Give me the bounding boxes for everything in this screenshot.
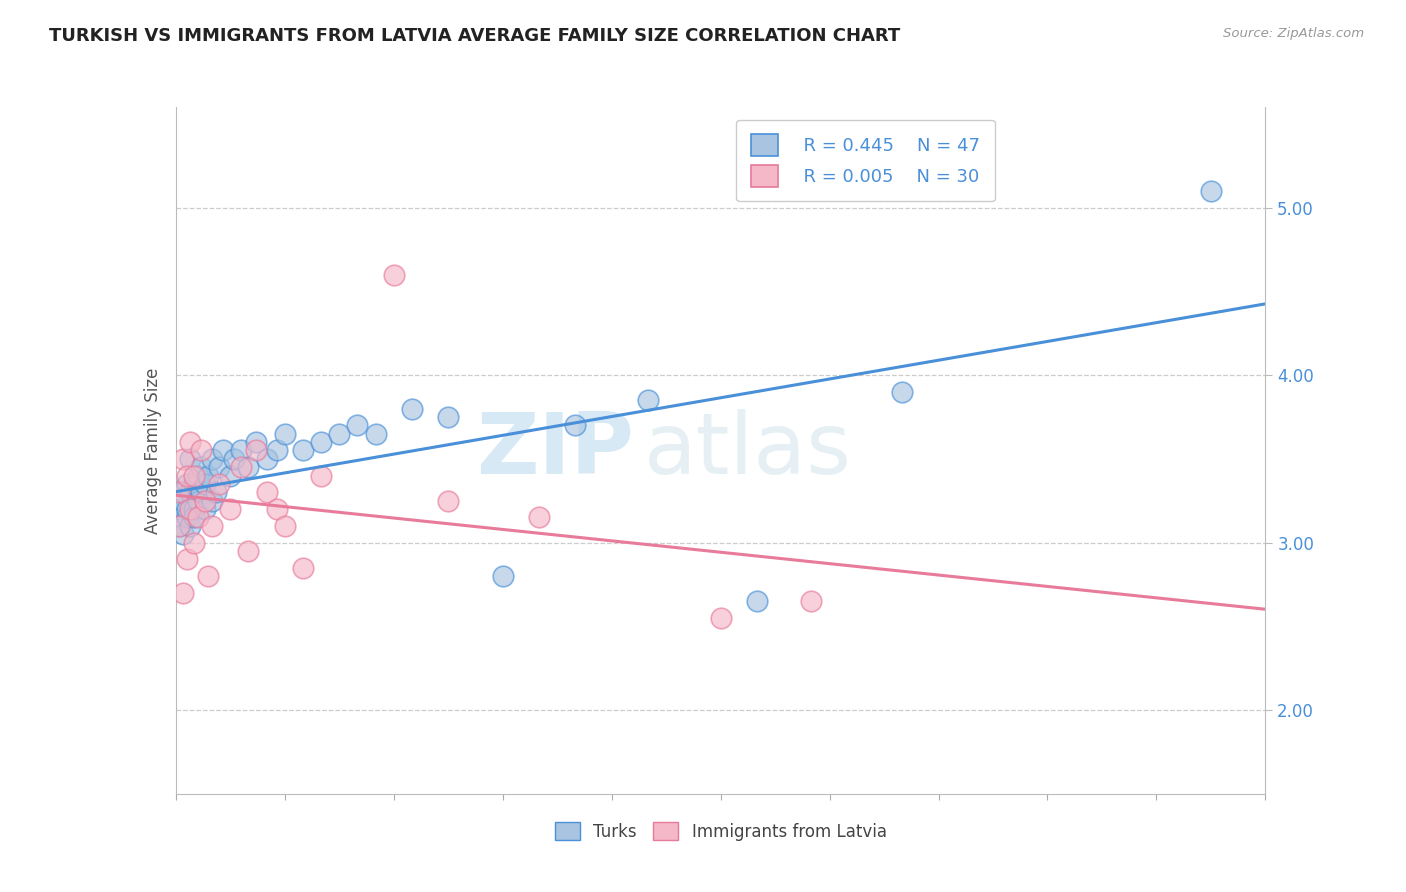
Point [179,502,201,516]
Text: ZIP: ZIP [475,409,633,492]
Point [245,435,267,450]
Point [190,460,212,475]
Text: Source: ZipAtlas.com: Source: ZipAtlas.com [1223,27,1364,40]
Point [179,519,201,533]
Legend: Turks, Immigrants from Latvia: Turks, Immigrants from Latvia [548,815,893,847]
Point [197,569,219,583]
Point [328,426,350,441]
Point [437,409,460,424]
Point [201,451,224,466]
Point [194,477,217,491]
Point [437,493,460,508]
Point [382,268,405,282]
Point [183,468,205,483]
Text: atlas: atlas [644,409,852,492]
Point [256,451,278,466]
Point [222,451,245,466]
Point [274,426,297,441]
Point [346,418,368,433]
Point [256,485,278,500]
Point [564,418,586,433]
Point [745,594,768,608]
Point [201,519,224,533]
Point [219,468,242,483]
Point [186,493,209,508]
Point [197,468,219,483]
Point [169,519,191,533]
Point [194,502,217,516]
Point [169,502,191,516]
Point [364,426,387,441]
Point [492,569,515,583]
Point [183,535,205,549]
Point [291,560,314,574]
Point [238,544,260,558]
Point [179,485,201,500]
Point [238,460,260,475]
Text: TURKISH VS IMMIGRANTS FROM LATVIA AVERAGE FAMILY SIZE CORRELATION CHART: TURKISH VS IMMIGRANTS FROM LATVIA AVERAG… [49,27,900,45]
Point [291,443,314,458]
Point [309,435,332,450]
Point [194,493,217,508]
Point [208,477,231,491]
Point [231,460,253,475]
Point [186,510,209,524]
Point [190,485,212,500]
Point [176,552,198,566]
Point [190,443,212,458]
Point [176,510,198,524]
Point [309,468,332,483]
Point [212,443,235,458]
Point [266,502,288,516]
Point [186,468,209,483]
Point [219,502,242,516]
Point [172,485,194,500]
Point [1199,184,1222,198]
Point [710,611,733,625]
Point [172,493,194,508]
Point [169,519,191,533]
Point [179,451,201,466]
Y-axis label: Average Family Size: Average Family Size [143,368,162,533]
Point [204,485,226,500]
Point [176,477,198,491]
Point [179,435,201,450]
Point [527,510,550,524]
Point [183,477,205,491]
Point [800,594,823,608]
Point [245,443,267,458]
Point [891,384,914,399]
Point [183,502,205,516]
Point [183,510,205,524]
Point [172,527,194,541]
Point [266,443,288,458]
Point [637,393,659,408]
Point [201,493,224,508]
Point [176,502,198,516]
Point [208,460,231,475]
Point [169,485,191,500]
Point [231,443,253,458]
Point [401,401,423,416]
Point [172,451,194,466]
Point [176,468,198,483]
Point [274,519,297,533]
Point [172,586,194,600]
